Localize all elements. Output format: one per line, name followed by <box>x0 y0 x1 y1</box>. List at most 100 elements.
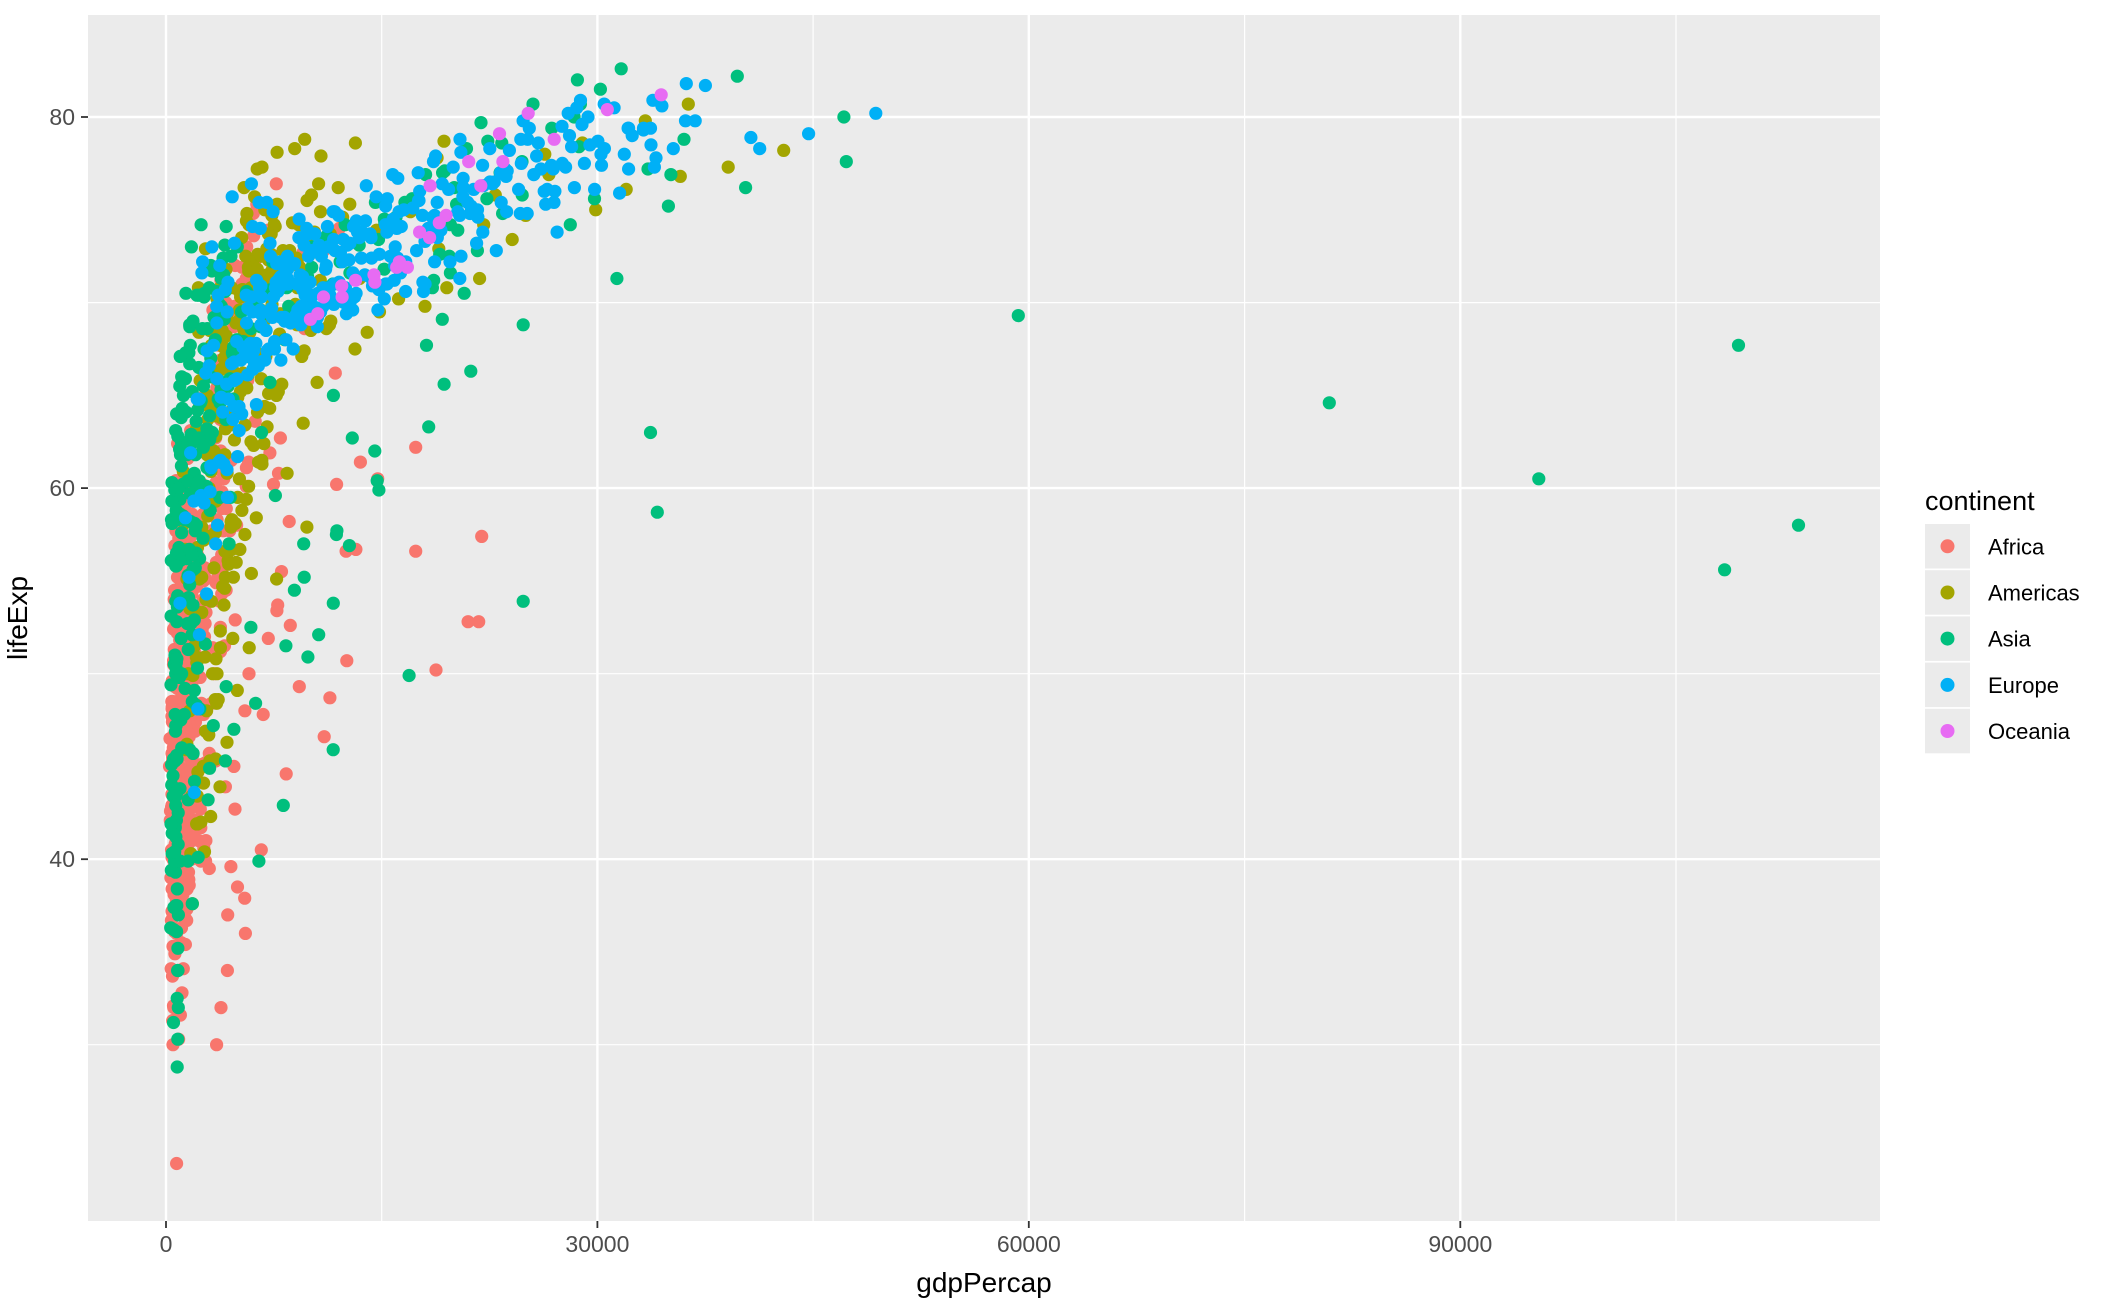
data-point-europe <box>577 156 592 170</box>
data-point-asia <box>480 192 494 206</box>
data-point-europe <box>294 299 308 313</box>
data-point-asia <box>677 132 691 146</box>
data-point-americas <box>263 401 277 415</box>
data-point-asia <box>570 73 585 87</box>
data-point-asia <box>436 166 450 180</box>
data-point-africa <box>292 680 306 694</box>
data-point-americas <box>721 160 735 174</box>
data-point-americas <box>505 232 519 247</box>
data-point-americas <box>240 381 254 395</box>
data-point-asia <box>170 752 184 766</box>
data-point-europe <box>522 121 536 135</box>
data-point-oceania <box>413 225 427 239</box>
data-point-africa <box>239 461 253 475</box>
data-point-oceania <box>423 179 437 193</box>
data-point-europe <box>358 214 373 228</box>
data-point-americas <box>298 132 312 146</box>
data-point-asia <box>196 531 210 545</box>
data-point-africa <box>353 455 367 469</box>
data-point-europe <box>451 205 465 219</box>
data-point-asia <box>171 429 185 443</box>
data-point-europe <box>544 158 558 172</box>
data-point-asia <box>164 817 178 831</box>
data-point-asia <box>174 459 188 473</box>
data-point-europe <box>332 208 346 222</box>
legend-item-label: Europe <box>1988 673 2059 698</box>
data-point-americas <box>251 455 266 469</box>
data-point-europe <box>209 537 223 551</box>
data-point-americas <box>211 693 225 707</box>
data-point-europe <box>565 140 579 154</box>
data-point-europe <box>753 142 767 156</box>
data-point-asia <box>329 527 343 542</box>
data-point-asia <box>839 155 853 169</box>
data-point-asia <box>168 707 182 722</box>
data-point-americas <box>270 145 284 159</box>
data-point-africa <box>328 366 342 380</box>
data-point-europe <box>502 143 516 157</box>
plot-panel <box>88 15 1880 1221</box>
data-point-americas <box>233 542 247 557</box>
data-point-africa <box>429 663 443 677</box>
y-axis-tick-label: 40 <box>49 846 75 872</box>
data-point-europe <box>456 181 470 195</box>
data-point-americas <box>418 299 432 313</box>
data-point-americas <box>437 134 451 148</box>
data-point-americas <box>198 650 212 664</box>
data-point-europe <box>266 205 280 219</box>
data-point-asia <box>457 286 471 300</box>
data-point-asia <box>187 613 201 627</box>
data-point-europe <box>200 587 214 601</box>
data-point-europe <box>197 496 211 510</box>
data-point-europe <box>443 255 457 269</box>
data-point-europe <box>243 336 257 350</box>
data-point-europe <box>286 342 300 356</box>
data-point-europe <box>379 277 393 291</box>
data-point-asia <box>168 854 182 868</box>
data-point-africa <box>187 830 201 844</box>
data-point-europe <box>583 138 597 152</box>
data-point-europe <box>435 177 449 191</box>
data-point-asia <box>171 1032 185 1046</box>
data-point-asia <box>297 570 311 584</box>
data-point-asia <box>1011 309 1025 323</box>
data-point-asia <box>200 422 214 436</box>
data-point-europe <box>476 158 490 172</box>
data-point-asia <box>268 488 282 503</box>
data-point-asia <box>254 425 269 440</box>
data-point-oceania <box>547 132 561 146</box>
data-point-europe <box>454 145 468 159</box>
data-point-europe <box>252 355 266 369</box>
data-point-africa <box>409 440 423 454</box>
data-point-americas <box>300 193 314 208</box>
data-point-oceania <box>367 268 381 282</box>
data-point-americas <box>312 177 326 191</box>
data-point-asia <box>166 1015 181 1030</box>
data-point-africa <box>409 544 423 558</box>
data-point-africa <box>279 767 293 781</box>
data-point-oceania <box>474 179 488 193</box>
data-point-oceania <box>462 155 476 169</box>
data-point-europe <box>204 461 218 475</box>
data-point-americas <box>213 641 227 655</box>
data-point-oceania <box>600 103 614 117</box>
data-point-asia <box>203 409 217 423</box>
data-point-asia <box>342 539 356 553</box>
data-point-asia <box>170 1060 184 1074</box>
data-point-europe <box>336 232 350 247</box>
data-point-americas <box>232 472 246 486</box>
data-point-asia <box>192 431 206 445</box>
data-point-europe <box>636 121 651 135</box>
x-axis-tick-label: 30000 <box>565 1231 629 1257</box>
data-point-africa <box>170 1156 184 1171</box>
data-point-africa <box>238 926 252 941</box>
data-point-europe <box>406 201 420 215</box>
data-point-europe <box>359 179 373 193</box>
data-point-americas <box>777 143 791 157</box>
data-point-africa <box>461 615 475 629</box>
data-point-africa <box>199 834 213 848</box>
data-point-africa <box>238 704 252 718</box>
data-point-europe <box>253 281 267 295</box>
data-point-asia <box>227 722 241 736</box>
data-point-americas <box>217 598 231 612</box>
